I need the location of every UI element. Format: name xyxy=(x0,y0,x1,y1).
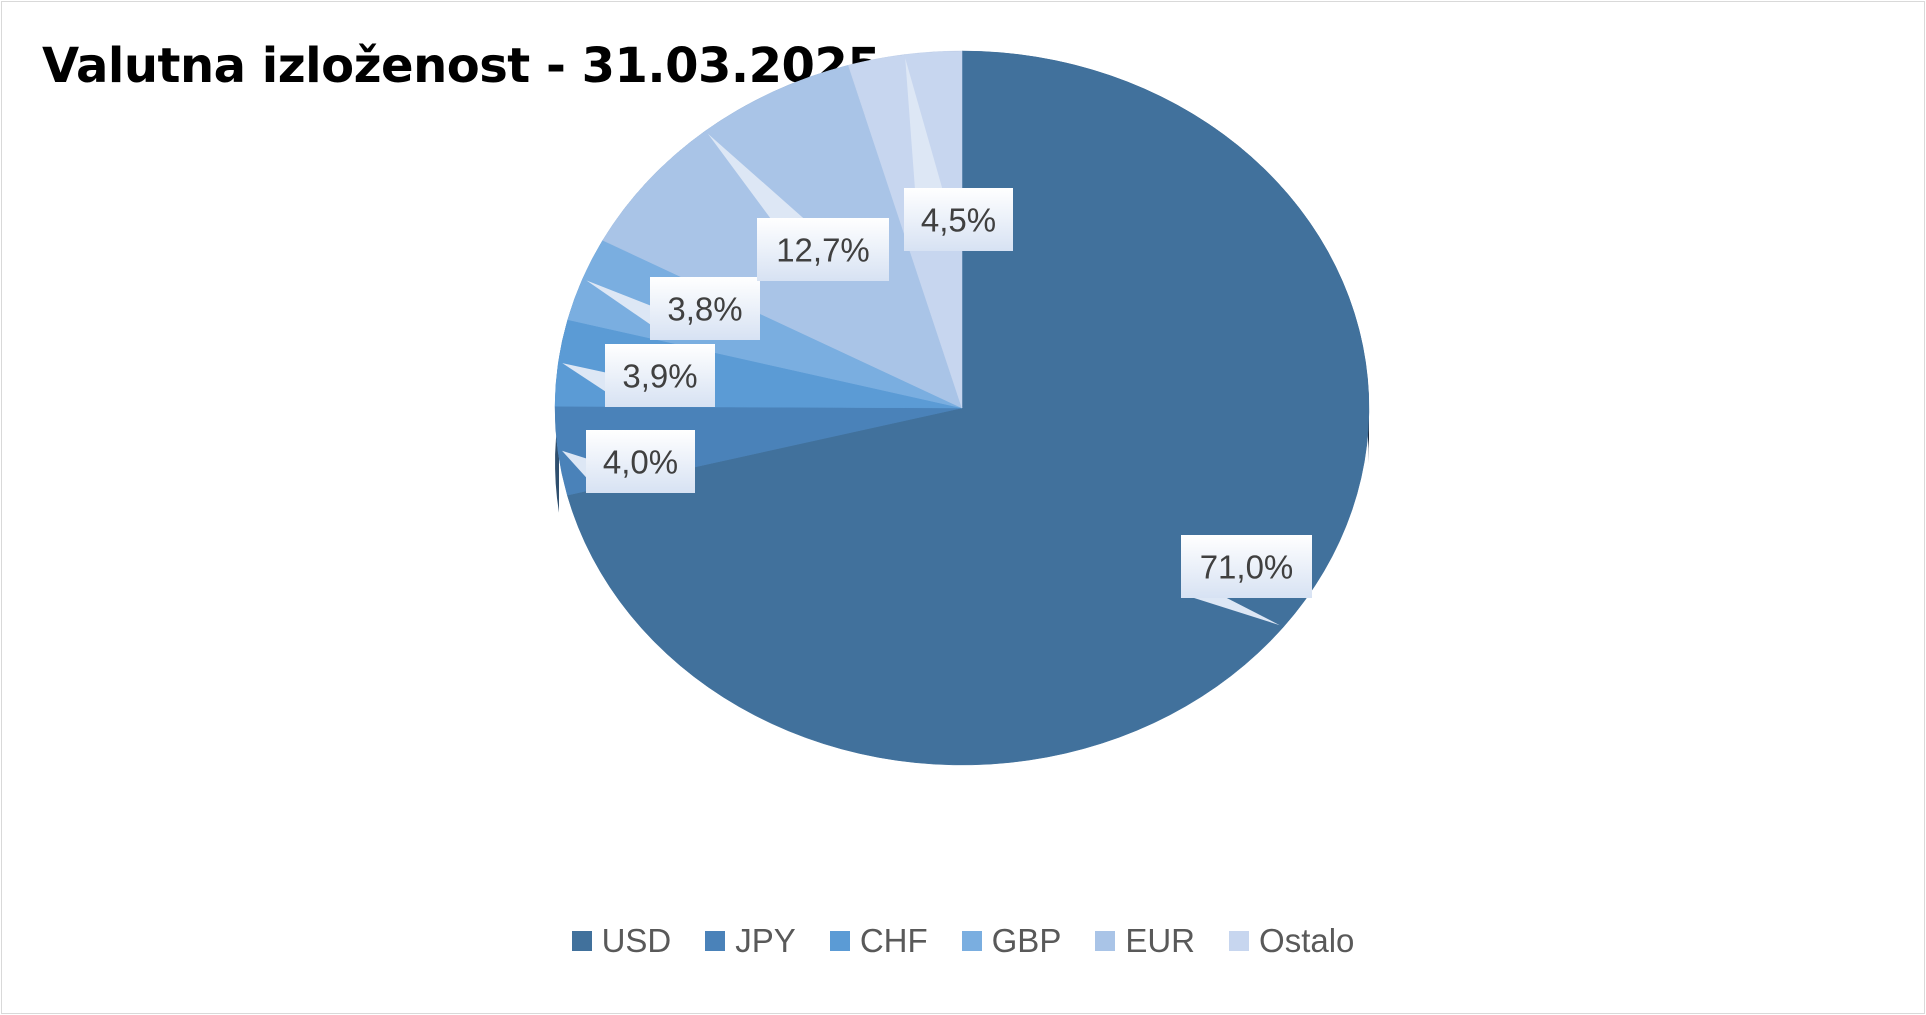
data-label-box xyxy=(904,188,1013,251)
legend-label: JPY xyxy=(735,922,796,959)
legend-item-ostalo: Ostalo xyxy=(1229,922,1354,960)
legend-item-usd: USD xyxy=(571,922,672,960)
data-label-eur: 12,7% xyxy=(776,232,870,269)
data-label-box xyxy=(757,218,889,281)
data-label-box xyxy=(1181,535,1312,598)
legend-swatch xyxy=(961,931,982,951)
legend-swatch xyxy=(571,931,592,951)
legend: USD JPY CHF GBP EUR Ostalo xyxy=(0,922,1926,960)
data-label-box xyxy=(605,344,715,407)
legend-label: Ostalo xyxy=(1259,922,1355,959)
data-label-chf: 3,9% xyxy=(622,358,697,395)
data-label-box xyxy=(586,430,695,493)
legend-item-chf: CHF xyxy=(829,922,928,960)
legend-item-eur: EUR xyxy=(1095,922,1195,960)
data-label-pointer xyxy=(562,450,586,478)
data-label-box xyxy=(650,277,760,340)
legend-label: EUR xyxy=(1125,922,1196,959)
pie-labels: 71,0% 4,0% 3,9% 3,8% 12,7% 4,5% xyxy=(562,58,1312,626)
legend-label: CHF xyxy=(859,922,928,959)
data-label-pointer xyxy=(905,58,943,188)
legend-swatch xyxy=(705,931,726,951)
legend-swatch xyxy=(1229,931,1250,951)
data-label-usd: 71,0% xyxy=(1200,549,1294,586)
data-label-jpy: 4,0% xyxy=(603,444,678,481)
legend-label: USD xyxy=(601,922,672,959)
data-label-pointer xyxy=(1194,598,1280,626)
legend-swatch xyxy=(1095,931,1116,951)
data-label-gbp: 3,8% xyxy=(667,291,742,328)
data-label-pointer xyxy=(707,133,804,218)
pie-slice-usd xyxy=(566,50,1370,766)
legend-swatch xyxy=(829,931,850,951)
data-label-ostalo: 4,5% xyxy=(921,202,996,239)
legend-item-gbp: GBP xyxy=(961,922,1062,960)
pie-slices xyxy=(554,50,1370,766)
chart-title: Valutna izloženost - 31.03.2025. xyxy=(42,38,898,94)
data-label-pointer xyxy=(562,363,605,392)
legend-item-jpy: JPY xyxy=(705,922,796,960)
legend-label: GBP xyxy=(991,922,1062,959)
data-label-pointer xyxy=(586,280,650,325)
